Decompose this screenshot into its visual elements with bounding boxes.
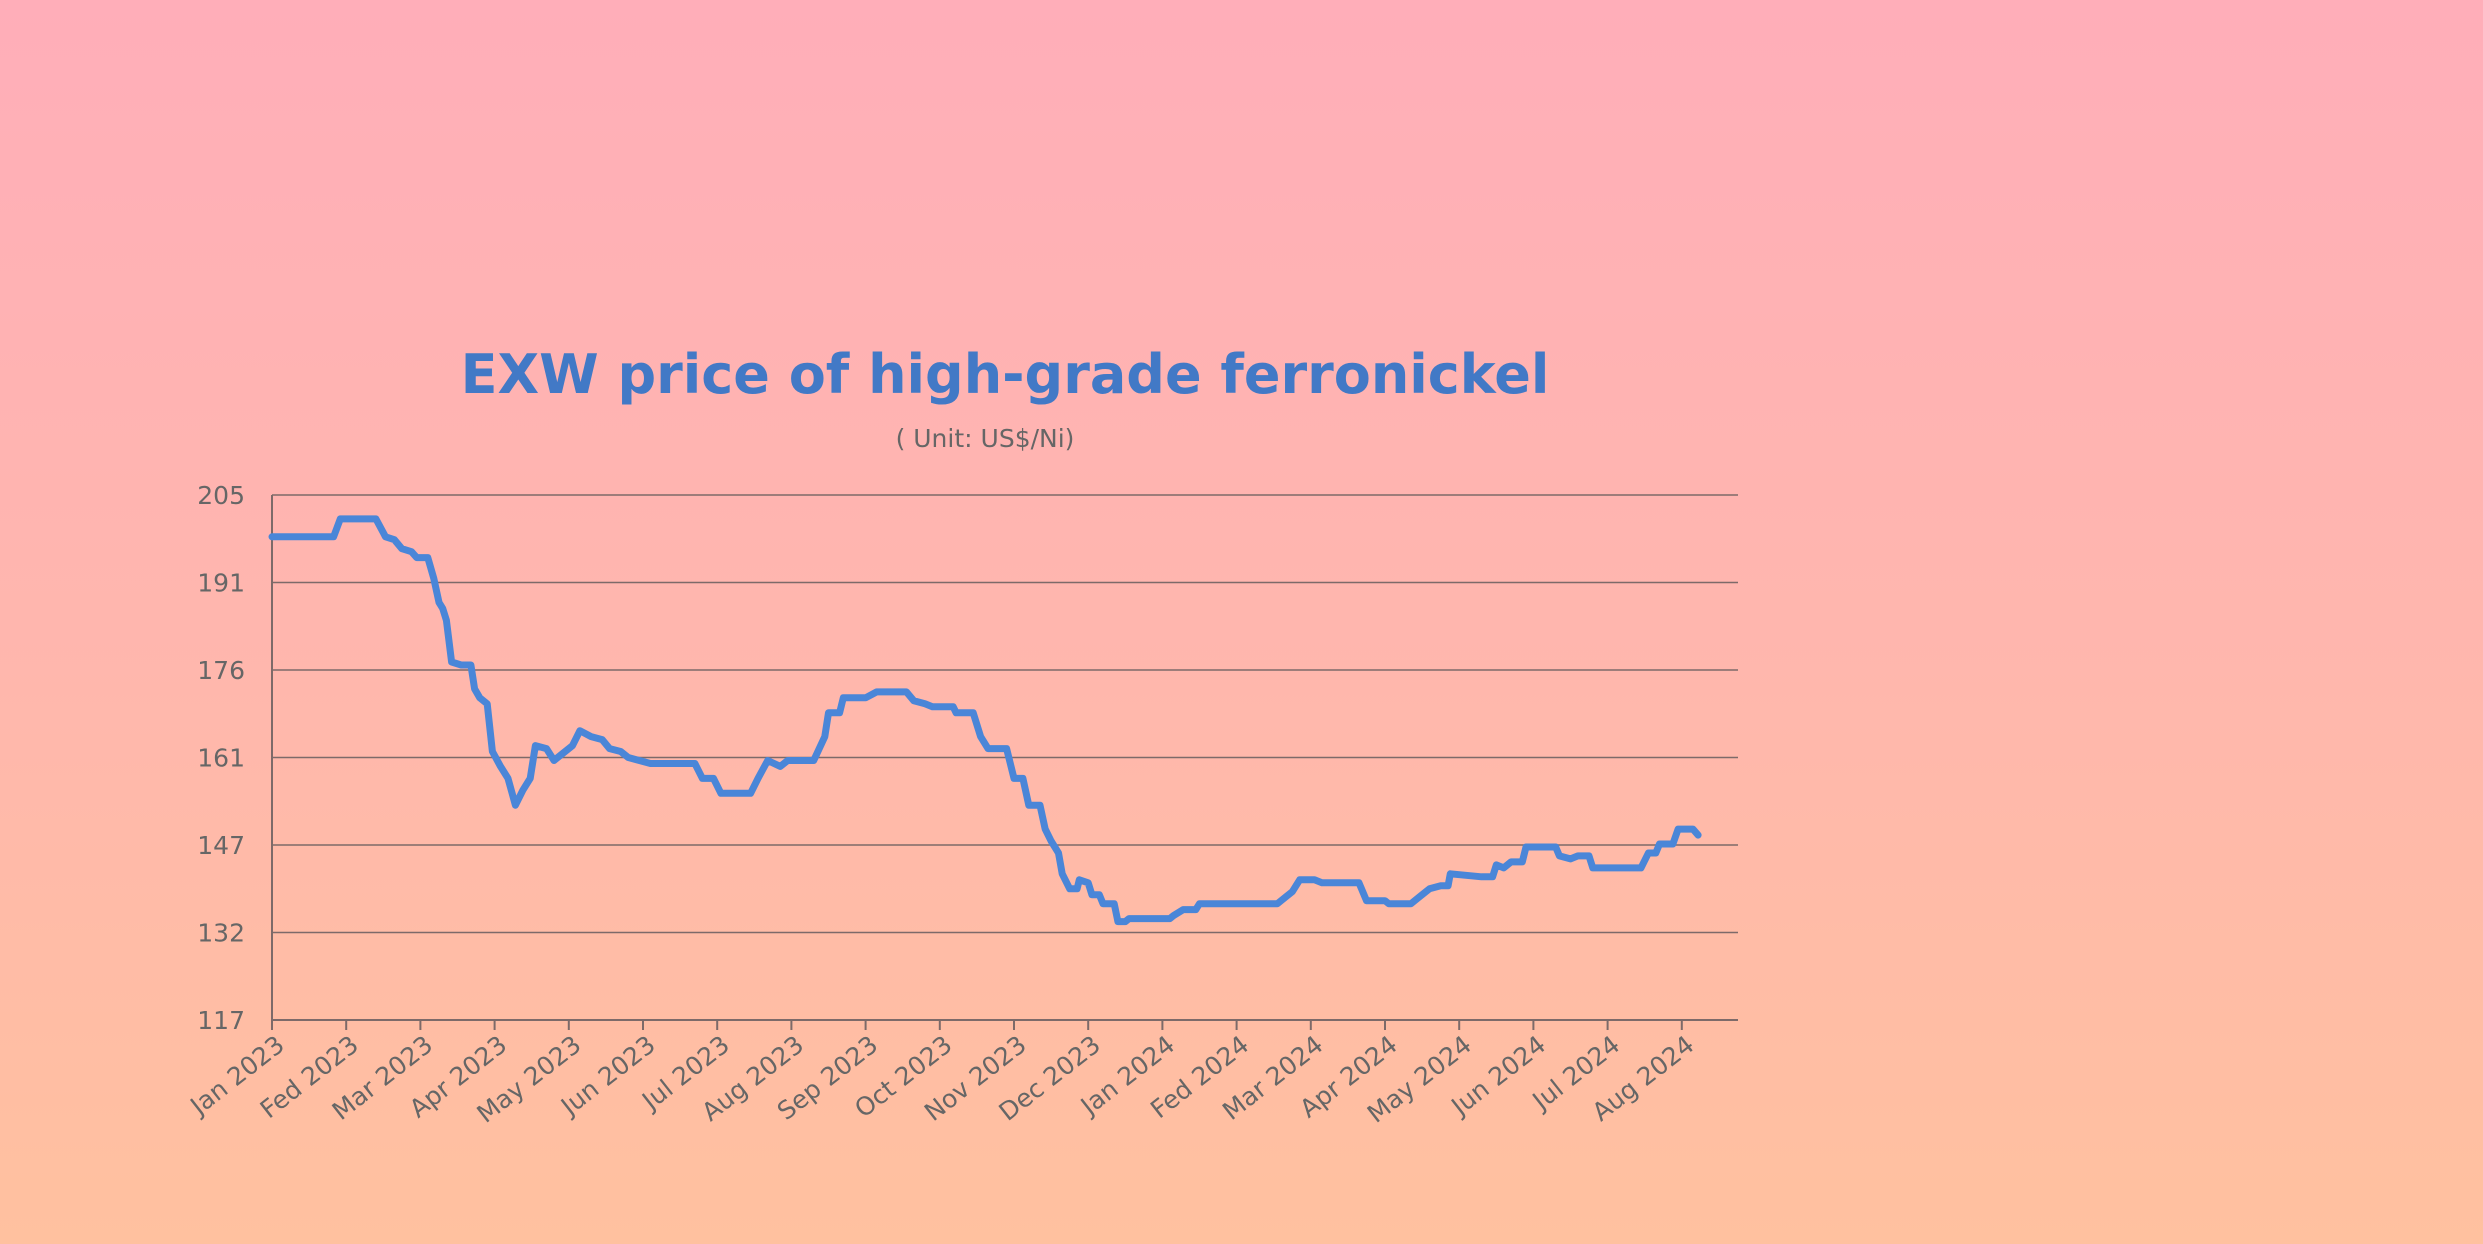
y-axis-tick-labels: 205 191 176 161 147 132 117 bbox=[197, 481, 245, 1035]
y-tick-label: 205 bbox=[197, 481, 245, 510]
y-tick-label: 176 bbox=[197, 656, 245, 685]
price-series-line bbox=[268, 515, 1702, 926]
y-tick-label: 117 bbox=[197, 1006, 245, 1035]
gridlines bbox=[272, 494, 1738, 934]
y-tick-label: 147 bbox=[197, 831, 245, 860]
y-tick-label: 191 bbox=[197, 569, 245, 598]
y-tick-label: 161 bbox=[197, 744, 245, 773]
series-group bbox=[268, 515, 1702, 926]
chart-title: EXW price of high-grade ferronickel bbox=[461, 343, 1550, 406]
axes bbox=[271, 495, 1738, 1030]
chart-subtitle: ( Unit: US$/Ni) bbox=[896, 424, 1075, 453]
y-tick-label: 132 bbox=[197, 919, 245, 948]
